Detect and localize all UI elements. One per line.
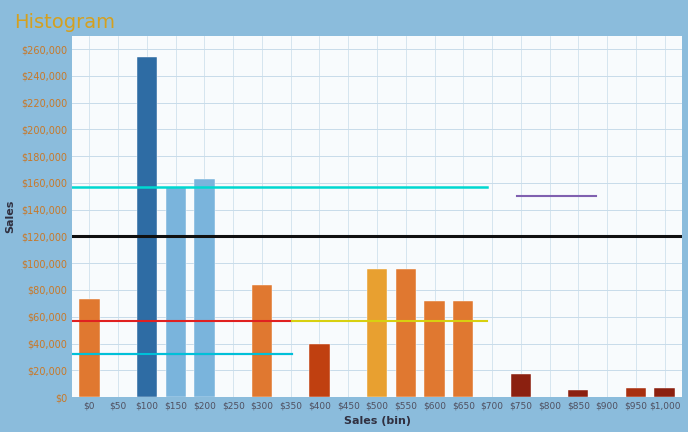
X-axis label: Sales (bin): Sales (bin)	[343, 416, 411, 426]
Bar	[396, 269, 416, 397]
Bar	[568, 391, 588, 397]
Bar	[453, 301, 473, 397]
Bar	[424, 301, 444, 397]
Bar	[79, 299, 100, 397]
Bar	[195, 179, 215, 397]
Bar	[625, 388, 646, 397]
Bar	[367, 269, 387, 397]
Bar	[310, 343, 330, 397]
Text: Histogram: Histogram	[14, 13, 115, 32]
Bar	[252, 285, 272, 397]
Bar	[510, 374, 531, 397]
Y-axis label: Sales: Sales	[6, 200, 16, 233]
Bar	[137, 57, 157, 397]
Bar	[166, 187, 186, 397]
Bar	[654, 388, 675, 397]
